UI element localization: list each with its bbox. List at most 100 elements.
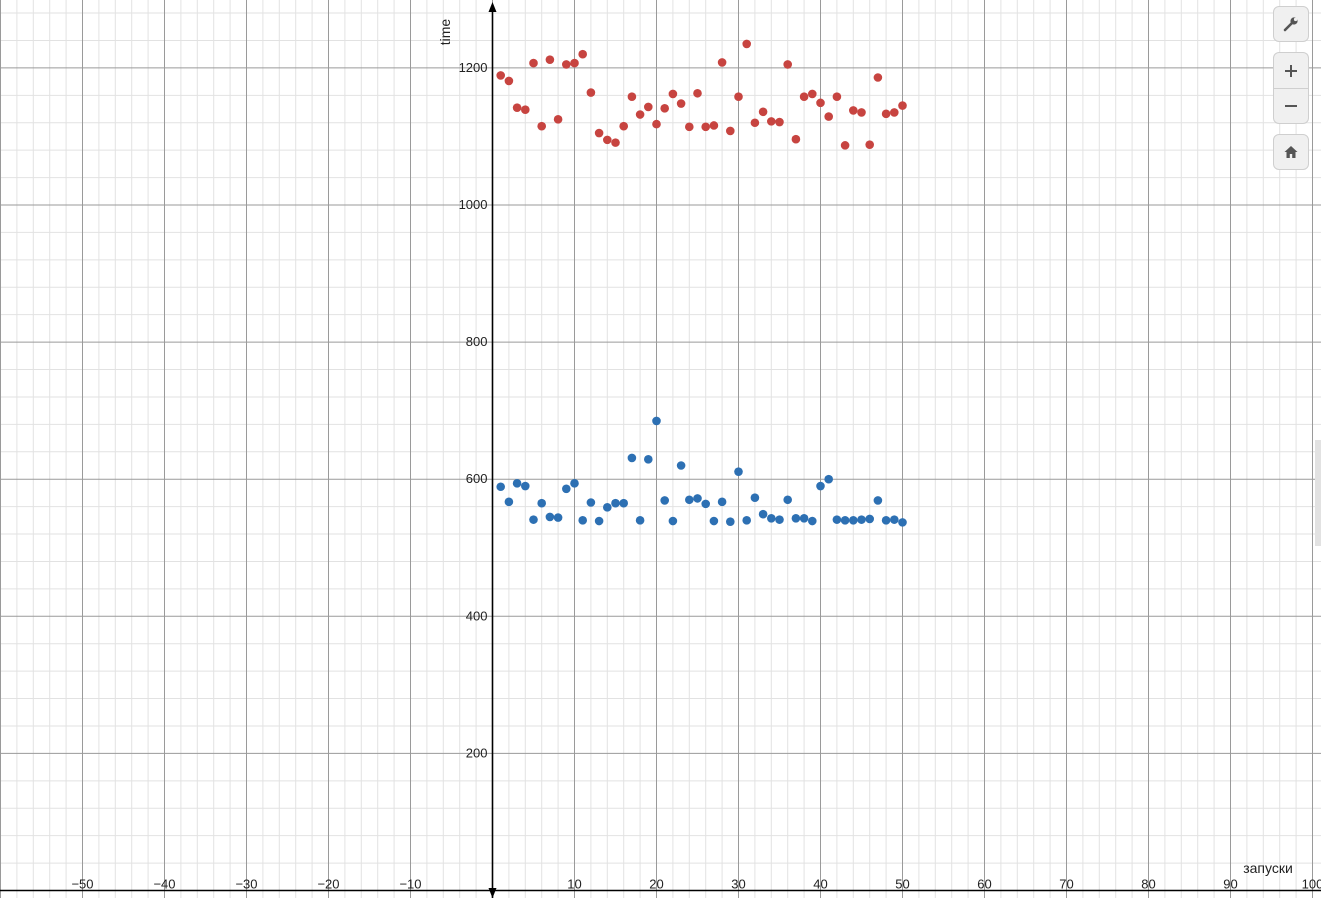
data-point[interactable] — [726, 517, 735, 527]
data-point[interactable] — [767, 117, 776, 126]
data-point[interactable] — [799, 92, 809, 101]
data-point[interactable] — [644, 102, 653, 112]
data-point[interactable] — [603, 503, 612, 512]
data-point[interactable] — [742, 516, 751, 525]
data-point[interactable] — [726, 126, 735, 136]
data-point[interactable] — [758, 509, 768, 519]
data-point[interactable] — [660, 104, 669, 113]
data-point[interactable] — [586, 498, 596, 507]
data-point[interactable] — [840, 141, 850, 150]
data-point[interactable] — [791, 134, 801, 144]
data-point[interactable] — [775, 515, 784, 524]
data-point[interactable] — [824, 112, 833, 121]
data-point[interactable] — [865, 140, 874, 149]
data-point[interactable] — [504, 76, 514, 86]
data-point[interactable] — [578, 49, 587, 59]
data-point[interactable] — [553, 115, 563, 124]
data-point[interactable] — [849, 106, 858, 115]
data-point[interactable] — [832, 92, 842, 101]
data-point[interactable] — [824, 474, 833, 484]
data-point[interactable] — [734, 92, 743, 101]
data-point[interactable] — [496, 71, 506, 80]
data-point[interactable] — [676, 99, 686, 108]
data-point[interactable] — [742, 39, 751, 49]
data-point[interactable] — [799, 513, 809, 523]
data-point[interactable] — [570, 479, 579, 488]
data-point[interactable] — [849, 516, 858, 525]
data-point[interactable] — [717, 497, 727, 507]
data-point[interactable] — [775, 117, 784, 127]
data-point[interactable] — [873, 496, 883, 505]
data-point[interactable] — [709, 121, 719, 130]
data-point[interactable] — [816, 481, 825, 491]
data-point[interactable] — [898, 101, 907, 110]
data-point[interactable] — [898, 518, 907, 527]
data-point[interactable] — [644, 455, 653, 464]
data-point[interactable] — [890, 108, 899, 117]
data-point[interactable] — [627, 453, 637, 463]
data-point[interactable] — [512, 103, 522, 112]
data-point[interactable] — [758, 107, 768, 117]
data-point[interactable] — [635, 110, 645, 119]
data-point[interactable] — [857, 515, 866, 524]
data-point[interactable] — [570, 58, 579, 68]
data-point[interactable] — [873, 73, 883, 82]
data-point[interactable] — [668, 89, 678, 99]
data-point[interactable] — [693, 494, 702, 503]
data-point[interactable] — [545, 55, 555, 64]
data-point[interactable] — [652, 119, 661, 129]
data-point[interactable] — [685, 122, 694, 132]
data-point[interactable] — [504, 497, 514, 507]
data-point[interactable] — [717, 58, 727, 67]
data-point[interactable] — [652, 416, 661, 426]
data-point[interactable] — [685, 495, 694, 505]
data-point[interactable] — [529, 515, 538, 524]
data-point[interactable] — [586, 88, 596, 97]
data-point[interactable] — [890, 515, 899, 524]
data-point[interactable] — [808, 89, 817, 99]
data-point[interactable] — [734, 467, 743, 476]
data-point[interactable] — [750, 118, 760, 128]
data-point[interactable] — [619, 121, 628, 131]
data-point[interactable] — [627, 92, 637, 101]
data-point[interactable] — [701, 122, 710, 132]
data-point[interactable] — [611, 498, 620, 508]
data-point[interactable] — [562, 60, 571, 69]
data-point[interactable] — [529, 58, 538, 68]
data-point[interactable] — [603, 135, 612, 145]
data-point[interactable] — [619, 498, 628, 508]
zoom-in-button[interactable] — [1273, 52, 1309, 88]
home-button[interactable] — [1273, 134, 1309, 170]
data-point[interactable] — [709, 516, 719, 526]
data-point[interactable] — [701, 499, 710, 509]
data-point[interactable] — [611, 138, 620, 147]
data-point[interactable] — [857, 108, 866, 117]
data-point[interactable] — [881, 516, 891, 525]
settings-button[interactable] — [1273, 6, 1309, 42]
data-point[interactable] — [865, 514, 874, 524]
data-point[interactable] — [660, 496, 669, 505]
data-point[interactable] — [512, 479, 522, 488]
data-point[interactable] — [578, 516, 587, 525]
data-point[interactable] — [693, 88, 702, 98]
data-point[interactable] — [594, 516, 604, 526]
data-point[interactable] — [562, 484, 571, 494]
panel-resize-handle[interactable] — [1315, 440, 1321, 546]
data-point[interactable] — [791, 513, 801, 523]
data-point[interactable] — [808, 516, 817, 526]
data-point[interactable] — [881, 109, 891, 119]
data-point[interactable] — [496, 482, 506, 492]
zoom-out-button[interactable] — [1273, 88, 1309, 124]
data-point[interactable] — [545, 512, 555, 522]
data-point[interactable] — [521, 481, 530, 491]
data-point[interactable] — [537, 121, 546, 131]
data-point[interactable] — [537, 498, 546, 508]
data-point[interactable] — [767, 513, 776, 523]
data-point[interactable] — [676, 461, 686, 470]
data-point[interactable] — [521, 105, 530, 115]
data-point[interactable] — [750, 493, 760, 503]
data-point[interactable] — [635, 516, 645, 525]
data-point[interactable] — [816, 98, 825, 108]
data-point[interactable] — [594, 128, 604, 138]
